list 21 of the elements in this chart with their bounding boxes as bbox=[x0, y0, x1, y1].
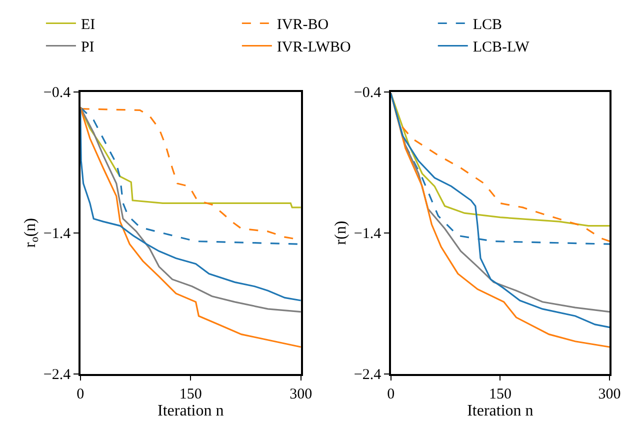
y-axis-title: r(n) bbox=[332, 220, 350, 245]
x-tick-label: 300 bbox=[598, 386, 621, 403]
y-tick-label: −2.4 bbox=[354, 367, 382, 384]
legend-label: LCB-LW bbox=[472, 40, 530, 56]
x-axis-title: Iteration n bbox=[158, 402, 224, 420]
legend-label: IVR-BO bbox=[276, 17, 329, 34]
legend-label: LCB bbox=[472, 17, 502, 34]
y-tick-label: −2.4 bbox=[43, 367, 72, 384]
legend-label: IVR-LWBO bbox=[276, 40, 351, 56]
x-tick-label: 150 bbox=[488, 386, 512, 403]
legend-label: EI bbox=[80, 17, 96, 34]
y-tick-label: −1.4 bbox=[354, 226, 382, 242]
x-tick-label: 150 bbox=[179, 386, 202, 403]
y-tick-label: −1.4 bbox=[43, 226, 72, 242]
x-tick-label: 0 bbox=[76, 386, 84, 403]
y-tick-label: −0.4 bbox=[354, 85, 382, 102]
x-tick-label: 0 bbox=[387, 386, 395, 403]
x-tick-label: 300 bbox=[290, 386, 312, 403]
y-tick-label: −0.4 bbox=[43, 85, 72, 102]
x-axis-title: Iteration n bbox=[467, 402, 534, 420]
legend-label: PI bbox=[80, 40, 94, 56]
